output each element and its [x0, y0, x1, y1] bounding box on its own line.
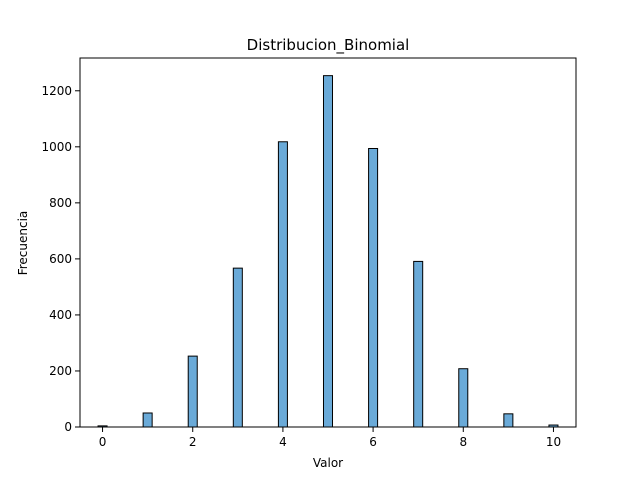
x-tick-label-6: 6 [369, 435, 377, 449]
bar-9 [503, 413, 514, 428]
y-axis-ticks: 0 200 400 600 800 1000 1200 [41, 84, 80, 434]
x-tick-label-10: 10 [546, 435, 561, 449]
bars-group [97, 75, 559, 428]
chart-title: Distribucion_Binomial [247, 36, 410, 55]
x-axis-label: Valor [313, 456, 343, 470]
bar-7 [413, 260, 424, 428]
y-tick-label-600: 600 [49, 252, 72, 266]
bar-6 [368, 147, 379, 428]
y-tick-label-0: 0 [64, 420, 72, 434]
bar-8 [458, 368, 469, 428]
y-axis-label: Frecuencia [16, 211, 30, 276]
x-tick-label-4: 4 [279, 435, 287, 449]
bar-5 [322, 75, 334, 428]
x-tick-label-0: 0 [99, 435, 107, 449]
x-tick-label-2: 2 [189, 435, 197, 449]
bar-4 [277, 141, 288, 428]
bar-2 [187, 355, 198, 428]
y-tick-label-1000: 1000 [41, 140, 72, 154]
x-axis-ticks: 0 2 4 6 8 10 [99, 427, 561, 449]
bar-1 [142, 412, 153, 428]
x-tick-label-8: 8 [459, 435, 467, 449]
y-tick-label-800: 800 [49, 196, 72, 210]
y-tick-label-1200: 1200 [41, 84, 72, 98]
y-tick-label-200: 200 [49, 364, 72, 378]
bar-3 [232, 267, 243, 428]
y-tick-label-400: 400 [49, 308, 72, 322]
plot-frame [79, 57, 577, 428]
